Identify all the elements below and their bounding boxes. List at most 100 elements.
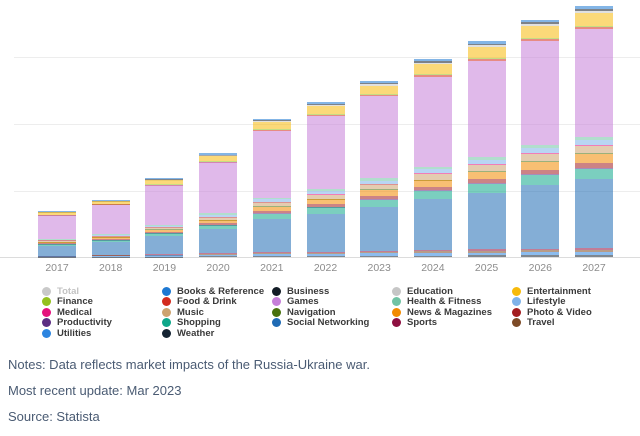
segment-games[interactable] [253,131,291,198]
legend-item-games[interactable]: Games [272,297,392,308]
legend-item-news-magazines[interactable]: News & Magazines [392,307,512,318]
segment-weather[interactable] [360,256,398,257]
segment-games[interactable] [199,162,237,213]
legend-item-books-reference[interactable]: Books & Reference [162,286,272,297]
segment-games[interactable] [38,215,76,239]
segment-news-magazines[interactable] [575,154,613,163]
legend-label: Games [287,296,319,307]
legend-label: Finance [57,296,93,307]
legend-label: Books & Reference [177,286,264,297]
segment-social-networking[interactable] [38,246,76,256]
segment-social-networking[interactable] [575,179,613,248]
bar-2024[interactable] [414,59,452,257]
legend-label: News & Magazines [407,307,492,318]
legend-item-finance[interactable]: Finance [42,297,162,308]
segment-news-magazines[interactable] [521,162,559,170]
legend-item-entertainment[interactable]: Entertainment [512,286,592,297]
legend-item-productivity[interactable]: Productivity [42,318,162,329]
legend-label: Navigation [287,307,336,318]
x-tick-label: 2026 [513,262,567,274]
bar-2022[interactable] [307,102,345,257]
bar-2020[interactable] [199,153,237,257]
segment-games[interactable] [468,61,506,158]
legend-item-sports[interactable]: Sports [392,318,512,329]
legend-label: Education [407,286,453,297]
segment-entertainment[interactable] [468,47,506,58]
segment-games[interactable] [360,96,398,178]
segment-weather[interactable] [575,255,613,257]
legend-item-medical[interactable]: Medical [42,307,162,318]
legend-item-social-networking[interactable]: Social Networking [272,318,392,329]
legend-dot-icon [512,287,521,296]
segment-shopping[interactable] [575,169,613,179]
segment-games[interactable] [145,185,183,225]
legend-item-total[interactable]: Total [42,286,162,297]
bar-2025[interactable] [468,41,506,257]
legend-dot-icon [512,308,521,317]
segment-games[interactable] [521,41,559,145]
bar-2021[interactable] [253,119,291,257]
segment-shopping[interactable] [468,184,506,193]
segment-news-magazines[interactable] [468,172,506,179]
segment-music[interactable] [521,154,559,161]
segment-shopping[interactable] [414,191,452,199]
segment-social-networking[interactable] [199,229,237,253]
segment-social-networking[interactable] [145,236,183,254]
segment-weather[interactable] [199,256,237,257]
segment-weather[interactable] [414,256,452,257]
legend-item-travel[interactable]: Travel [512,318,592,329]
segment-weather[interactable] [253,256,291,257]
segment-weather[interactable] [468,255,506,257]
x-tick-label: 2020 [191,262,245,274]
legend-label: Music [177,307,204,318]
legend-dot-icon [392,297,401,306]
segment-social-networking[interactable] [360,207,398,251]
legend-item-music[interactable]: Music [162,307,272,318]
legend-item-lifestyle[interactable]: Lifestyle [512,297,592,308]
legend-label: Productivity [57,317,112,328]
legend-item-business[interactable]: Business [272,286,392,297]
segment-entertainment[interactable] [414,64,452,74]
legend-item-health-fitness[interactable]: Health & Fitness [392,297,512,308]
segment-entertainment[interactable] [575,13,613,26]
bar-2017[interactable] [38,211,76,257]
bar-2027[interactable] [575,6,613,257]
segment-social-networking[interactable] [414,199,452,250]
legend-dot-icon [162,318,171,327]
legend-item-utilities[interactable]: Utilities [42,328,162,339]
segment-entertainment[interactable] [307,106,345,114]
bar-2023[interactable] [360,81,398,257]
segment-shopping[interactable] [521,175,559,184]
x-tick-label: 2017 [30,262,84,274]
legend-item-photo-video[interactable]: Photo & Video [512,307,592,318]
segment-games[interactable] [575,29,613,137]
legend-item-navigation[interactable]: Navigation [272,307,392,318]
x-tick-label: 2023 [352,262,406,274]
legend-item-education[interactable]: Education [392,286,512,297]
segment-entertainment[interactable] [253,122,291,129]
segment-entertainment[interactable] [521,26,559,38]
segment-social-networking[interactable] [307,214,345,252]
legend-label: Business [287,286,329,297]
bar-2026[interactable] [521,20,559,257]
segment-entertainment[interactable] [360,86,398,95]
segment-weather[interactable] [307,256,345,257]
legend-item-food-drink[interactable]: Food & Drink [162,297,272,308]
segment-social-networking[interactable] [521,185,559,249]
bar-2019[interactable] [145,178,183,257]
legend-item-weather[interactable]: Weather [162,328,272,339]
segment-social-networking[interactable] [468,193,506,250]
segment-games[interactable] [307,116,345,190]
segment-games[interactable] [414,77,452,167]
segment-shopping[interactable] [360,200,398,207]
segment-social-networking[interactable] [253,219,291,252]
segment-social-networking[interactable] [92,242,130,255]
segment-weather[interactable] [521,255,559,257]
segment-music[interactable] [575,146,613,154]
segment-games[interactable] [92,205,130,234]
legend-item-shopping[interactable]: Shopping [162,318,272,329]
legend-dot-icon [272,287,281,296]
bar-2018[interactable] [92,200,130,257]
legend-dot-icon [42,329,51,338]
